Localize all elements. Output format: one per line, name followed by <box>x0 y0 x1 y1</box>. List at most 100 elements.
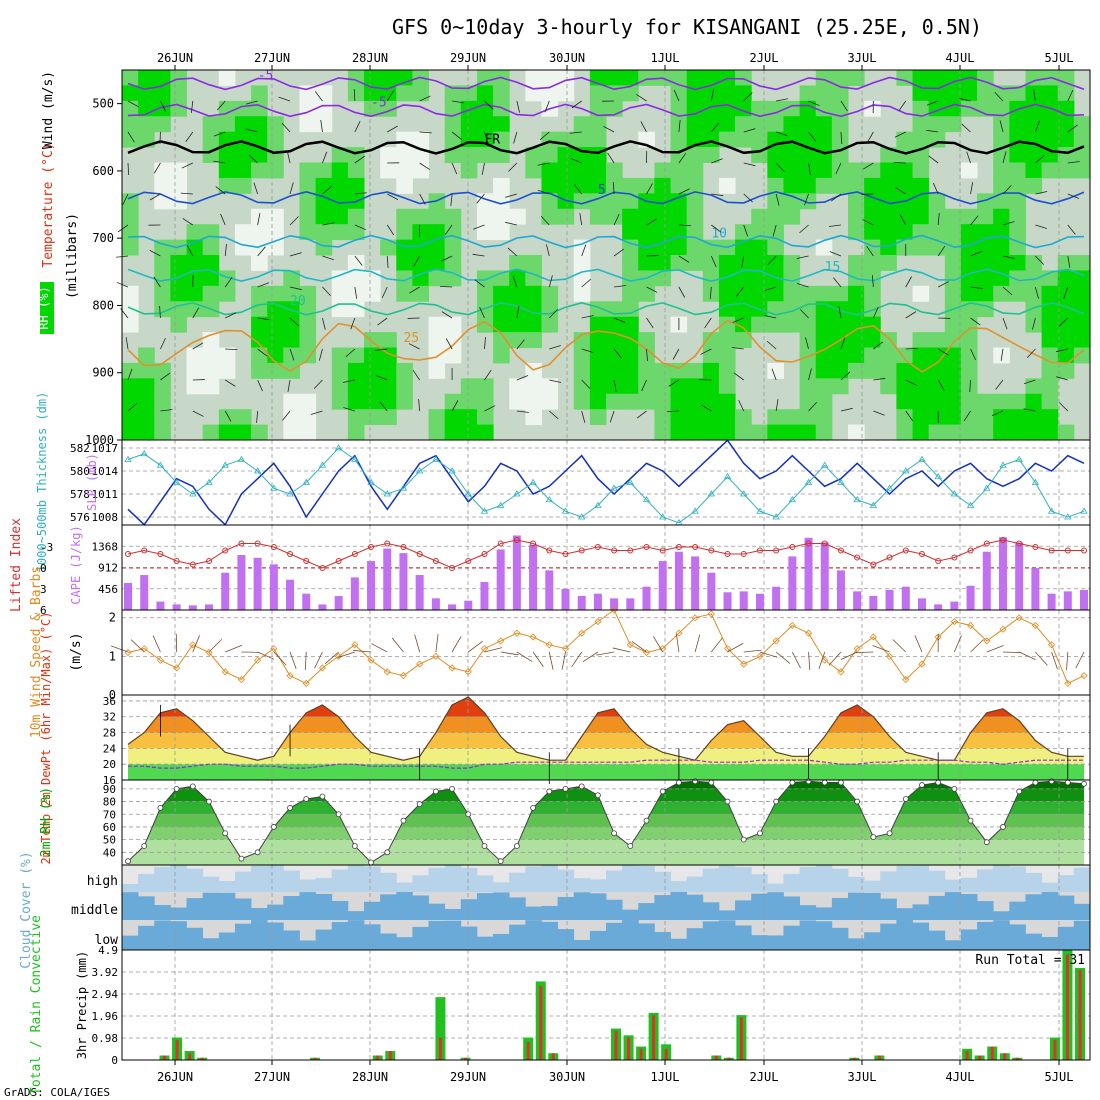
rh-tick-label: 60 <box>103 821 116 834</box>
wind-barb <box>711 193 724 197</box>
rh-cell <box>428 316 446 333</box>
wind10-barb <box>571 651 583 668</box>
temperature-contour <box>127 103 1085 118</box>
rh-cell <box>428 239 446 256</box>
wind-barb <box>678 188 690 195</box>
wind10-marker <box>950 618 958 626</box>
cape-bar <box>1080 589 1088 610</box>
rh-cell <box>702 270 720 287</box>
rh-cell <box>509 332 526 348</box>
lifted-index-marker <box>886 554 893 561</box>
wind-barb <box>516 306 520 319</box>
rh-cell <box>977 193 994 210</box>
thickness-marker <box>318 461 327 468</box>
rh-cell <box>767 177 784 194</box>
rh-cell <box>1073 147 1091 163</box>
rh2m-marker <box>757 830 763 837</box>
cape-bar <box>691 556 700 610</box>
rh-cell <box>1009 270 1026 287</box>
wind-barb <box>808 162 811 175</box>
rh-cell <box>170 100 188 117</box>
rh-cell <box>686 378 704 395</box>
thickness-tick-label: 576 <box>70 511 90 524</box>
pressure-tick-label: 1000 <box>85 433 114 447</box>
rh-cell <box>815 147 833 163</box>
thickness-marker <box>966 501 975 508</box>
date-label-bottom: 3JUL <box>848 1070 877 1084</box>
rh-cell <box>154 362 171 379</box>
wind-barb <box>476 193 485 204</box>
wind-barb <box>256 410 259 423</box>
rh-tick-label: 40 <box>103 846 116 859</box>
rh-cell <box>880 255 897 271</box>
rh-cell <box>638 332 655 348</box>
wind-barb <box>1035 286 1039 299</box>
rh-cell <box>380 393 397 410</box>
rh-cell <box>799 362 817 379</box>
rh-cell <box>186 255 204 271</box>
rh-cell <box>977 85 994 102</box>
rh-cell <box>234 177 252 194</box>
rh-cell <box>154 378 171 395</box>
rh-cell <box>234 424 252 441</box>
cloud-cell <box>1041 936 1059 950</box>
cloud-cell <box>815 921 833 950</box>
rh2m-marker <box>513 843 520 849</box>
rh-cell <box>170 162 188 179</box>
cloud-cell <box>122 935 139 950</box>
rh-cell <box>412 162 430 179</box>
rh-cell <box>396 177 413 194</box>
rh-cell <box>347 147 365 163</box>
rh-cell <box>622 177 639 194</box>
wind-barb <box>160 409 173 412</box>
rh-cell <box>606 332 623 348</box>
rh-cell <box>202 270 220 287</box>
rh-band <box>128 788 1084 802</box>
rh-cell <box>622 85 639 102</box>
wind10-barb <box>676 634 680 653</box>
rh-cell <box>864 224 881 241</box>
rh-cell <box>944 224 962 241</box>
wind10-marker <box>869 633 877 641</box>
slp-tick-label: 1014 <box>92 465 119 478</box>
rh-cell <box>154 100 171 117</box>
cloud-cell <box>573 892 591 920</box>
wind-barb <box>771 368 777 381</box>
rh-cell <box>1041 85 1059 102</box>
wind10-marker <box>756 652 764 660</box>
cape-bar <box>383 548 392 610</box>
cloud-cell <box>460 899 478 920</box>
cloud-cell <box>1073 920 1091 950</box>
cloud-cell <box>686 894 704 920</box>
wind10-marker <box>578 629 586 637</box>
rh-cell <box>1025 301 1043 318</box>
rh-cell <box>735 316 752 333</box>
cloud-cell <box>476 936 494 950</box>
precip-tick-label: 2.94 <box>92 988 119 1001</box>
cape-bar <box>966 585 975 610</box>
rh-cell <box>251 85 268 102</box>
rh-cell <box>122 85 139 102</box>
rh-cell <box>283 285 300 302</box>
lifted-index-marker <box>465 558 472 564</box>
thickness-marker <box>659 513 667 520</box>
cloud-cell <box>218 932 236 950</box>
rh2m-marker <box>125 858 131 865</box>
slp-frame <box>121 439 1091 526</box>
rh-cell <box>944 255 962 271</box>
thickness-marker <box>999 461 1007 468</box>
wind-barb <box>862 219 874 226</box>
rh-cell <box>638 70 655 86</box>
date-label-bottom: 29JUN <box>450 1070 486 1084</box>
lifted-index-marker <box>675 544 682 550</box>
rh-cell <box>364 393 381 410</box>
rh-cell <box>251 131 268 148</box>
rh-cell <box>848 177 865 194</box>
cape-bar <box>658 561 667 610</box>
wind-barb <box>318 348 323 361</box>
rh-cell <box>347 378 365 395</box>
rh-cell <box>1057 332 1075 348</box>
rh2m-marker <box>173 785 180 792</box>
wind10-barb <box>414 634 421 653</box>
rh-cell <box>622 378 639 395</box>
